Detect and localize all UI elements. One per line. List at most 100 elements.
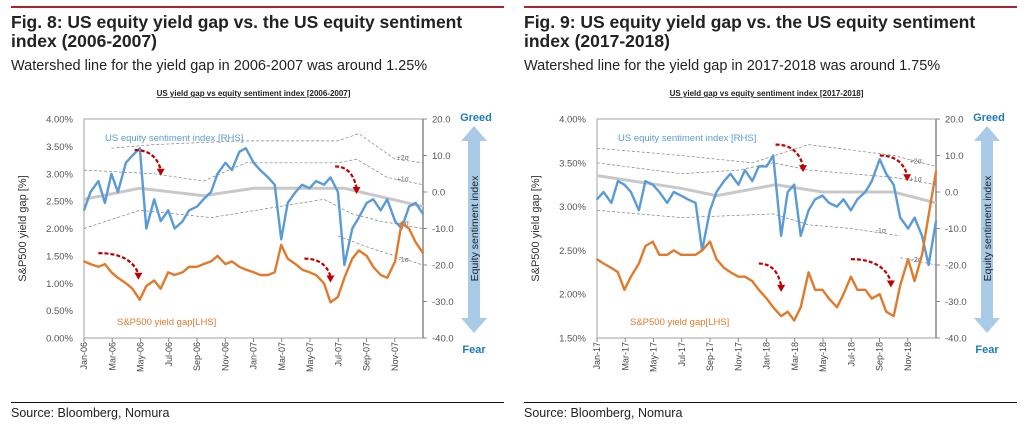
yield-gap-point bbox=[921, 253, 923, 256]
sentiment-point bbox=[124, 161, 127, 164]
source-rule bbox=[524, 402, 1017, 403]
source-rule bbox=[11, 402, 504, 403]
yield-gap-point bbox=[117, 276, 119, 279]
sentiment-point bbox=[892, 183, 895, 186]
sentiment-point bbox=[828, 202, 830, 204]
x-tick-label: Jul-18 bbox=[846, 342, 856, 367]
sentiment-point bbox=[751, 180, 754, 182]
annotation-arrow bbox=[879, 154, 909, 176]
figure-subtitle: Watershed line for the yield gap in 2006… bbox=[11, 58, 428, 74]
sentiment-point bbox=[308, 187, 311, 190]
yield-gap-point bbox=[131, 287, 134, 290]
sentiment-point bbox=[230, 169, 233, 172]
sigma-band-label: -1σ bbox=[876, 228, 887, 235]
sentiment-point bbox=[842, 198, 845, 201]
yield-gap-series-line bbox=[83, 221, 424, 304]
yield-gap-point bbox=[357, 249, 360, 252]
yield-gap-point bbox=[737, 275, 740, 278]
yield-gap-point bbox=[850, 275, 852, 278]
yield-gap-point bbox=[323, 282, 325, 285]
sentiment-point bbox=[821, 194, 824, 197]
x-tick-label: Jul-06 bbox=[164, 342, 174, 367]
sentiment-point bbox=[408, 205, 410, 208]
yield-gap-point bbox=[230, 260, 233, 263]
sentiment-point bbox=[238, 150, 241, 153]
yield-gap-point bbox=[365, 254, 368, 257]
yield-gap-point bbox=[138, 298, 141, 301]
sentiment-point bbox=[637, 209, 640, 212]
yield-gap-point bbox=[104, 263, 106, 265]
yield-gap-point bbox=[913, 280, 916, 282]
sentiment-point bbox=[244, 147, 247, 150]
sentiment-point bbox=[294, 191, 297, 193]
mean-line bbox=[596, 174, 937, 205]
yield-gap-point bbox=[623, 288, 626, 291]
yield-gap-point bbox=[408, 227, 410, 230]
yield-gap-point bbox=[694, 253, 697, 256]
source-note: Source: Bloomberg, Nomura bbox=[524, 406, 683, 420]
sentiment-point bbox=[743, 169, 746, 172]
x-tick-label: Nov-06 bbox=[220, 342, 230, 371]
sentiment-point bbox=[386, 198, 389, 201]
yield-gap-point bbox=[715, 258, 718, 261]
sigma-band-label: +1σ bbox=[397, 177, 410, 184]
sentiment-point bbox=[737, 183, 740, 186]
y2-tick-label: -20.0 bbox=[945, 261, 967, 272]
sentiment-series-line bbox=[596, 154, 938, 267]
yield-gap-point bbox=[422, 252, 424, 255]
yield-gap-point bbox=[709, 240, 711, 243]
y-tick-label: 1.50% bbox=[46, 251, 73, 262]
sentiment-point bbox=[372, 198, 375, 201]
sentiment-point bbox=[210, 191, 212, 193]
yield-gap-point bbox=[907, 258, 909, 261]
top-rule bbox=[11, 6, 504, 8]
sentiment-point bbox=[273, 183, 276, 186]
y2-tick-label: -30.0 bbox=[945, 297, 967, 308]
yield-gap-point bbox=[751, 280, 754, 282]
sigma-band-line bbox=[596, 144, 937, 167]
sentiment-point bbox=[927, 264, 930, 266]
series-label: S&P500 yield gap[LHS] bbox=[630, 317, 729, 328]
yield-gap-point bbox=[210, 260, 212, 263]
chart-figure-9: US yield gap vs equity sentiment index [… bbox=[530, 89, 1005, 372]
x-tick-label: Mar-18 bbox=[790, 342, 800, 371]
sentiment-point bbox=[907, 227, 909, 230]
yield-gap-point bbox=[617, 271, 619, 274]
x-tick-label: Jul-07 bbox=[333, 342, 343, 367]
sentiment-point bbox=[666, 202, 669, 204]
annotation-arrow bbox=[98, 252, 140, 275]
greed-fear-arrow-icon bbox=[974, 126, 1000, 333]
arrowhead-icon bbox=[903, 174, 912, 182]
yield-gap-point bbox=[651, 240, 654, 243]
sentiment-point bbox=[772, 154, 775, 157]
y-tick-label: 4.00% bbox=[46, 115, 73, 126]
sigma-band-line bbox=[83, 158, 424, 186]
y-tick-label: 1.50% bbox=[559, 334, 586, 345]
x-tick-label: Jul-17 bbox=[677, 342, 687, 367]
yield-gap-point bbox=[602, 262, 605, 265]
arrowhead-icon bbox=[326, 275, 335, 283]
sentiment-point bbox=[343, 264, 346, 266]
sigma-band-line bbox=[596, 209, 901, 237]
sentiment-point bbox=[323, 183, 325, 186]
sentiment-point bbox=[379, 209, 382, 212]
sentiment-point bbox=[202, 198, 205, 201]
yield-gap-point bbox=[637, 262, 640, 265]
sentiment-point bbox=[188, 209, 190, 212]
x-tick-label: Jan-07 bbox=[249, 342, 259, 370]
sentiment-point bbox=[216, 172, 219, 175]
y-axis-label: S&P500 yield gap [%] bbox=[17, 175, 29, 281]
sentiment-point bbox=[836, 205, 838, 208]
yield-gap-point bbox=[372, 265, 375, 268]
sentiment-point bbox=[672, 191, 675, 193]
yield-gap-point bbox=[821, 288, 824, 291]
sigma-band-line bbox=[83, 198, 424, 229]
sentiment-point bbox=[651, 183, 654, 186]
yield-gap-point bbox=[379, 274, 382, 276]
yield-gap-point bbox=[856, 288, 859, 291]
yield-gap-point bbox=[286, 257, 289, 260]
x-tick-label: Mar-07 bbox=[277, 342, 287, 371]
series-label: S&P500 yield gap[LHS] bbox=[117, 317, 216, 328]
y2-tick-label: 10.0 bbox=[945, 151, 964, 162]
yield-gap-point bbox=[167, 271, 170, 274]
